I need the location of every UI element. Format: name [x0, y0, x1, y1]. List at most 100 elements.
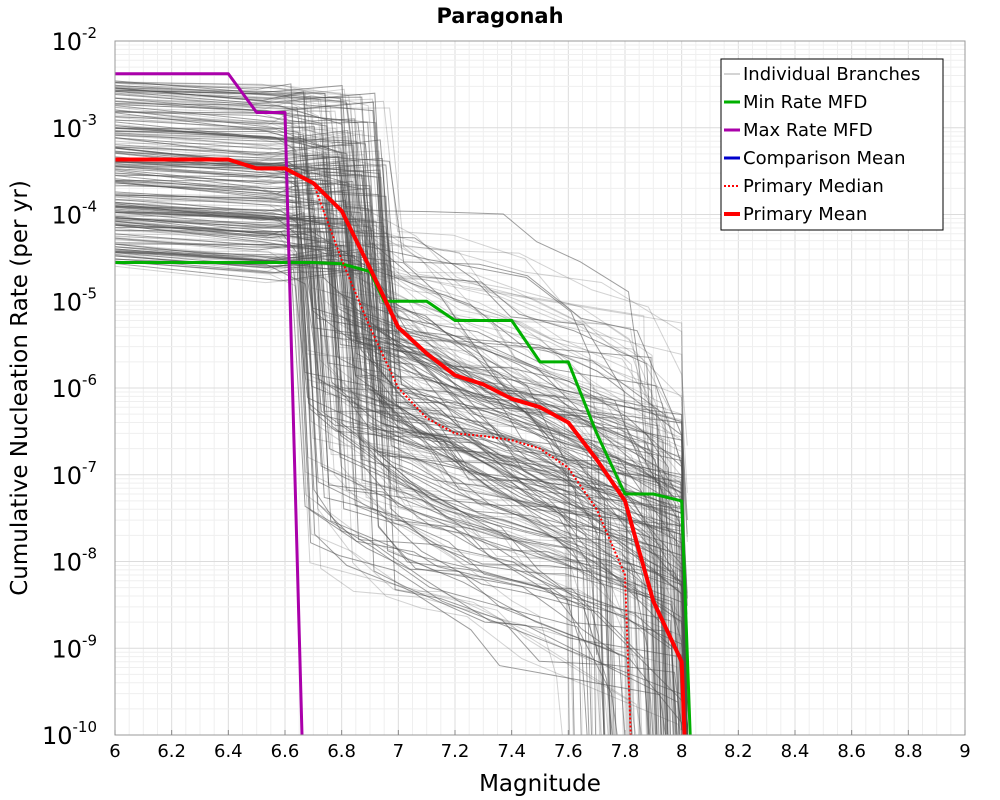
- branch-line: [115, 84, 688, 735]
- y-axis: 10-2 10-3 10-4 10-5 10-6 10-7 10-8 10-9 10-10: [42, 24, 97, 750]
- branch-line: [115, 237, 688, 735]
- y-tick-label: 10-8: [51, 545, 97, 577]
- branch-line: [115, 82, 688, 735]
- branch-line: [115, 97, 688, 542]
- branch-line: [115, 90, 669, 571]
- x-tick-label: 7.2: [441, 741, 470, 762]
- branch-line: [115, 239, 636, 735]
- branch-line: [115, 233, 602, 735]
- series-max-rate-mfd: [115, 72, 304, 735]
- branch-line: [115, 166, 658, 735]
- branch-line: [115, 147, 687, 735]
- branch-line: [115, 81, 676, 735]
- x-tick-label: 8.4: [781, 741, 810, 762]
- x-tick-label: 6.8: [327, 741, 356, 762]
- branch-line: [115, 87, 666, 735]
- branch-line: [115, 262, 688, 651]
- branch-line: [115, 209, 574, 735]
- branch-line: [115, 162, 677, 735]
- branch-line: [115, 97, 638, 440]
- branch-line: [115, 224, 688, 735]
- branch-line: [115, 179, 664, 735]
- y-tick-label: 10-7: [51, 458, 97, 490]
- branch-line: [115, 220, 669, 722]
- branch-line: [115, 91, 612, 735]
- x-axis: 6 6.2 6.4 6.6 6.8 7 7.2 7.4 7.6 7.8 8 8.2 8.4 8.6 8.8 9: [109, 730, 971, 762]
- y-tick-label: 10-10: [42, 718, 97, 750]
- x-tick-label: 8.6: [837, 741, 866, 762]
- branch-line: [115, 229, 666, 735]
- branch-line: [115, 81, 688, 493]
- branch-line: [115, 87, 688, 735]
- branch-line: [115, 130, 665, 735]
- branch-line: [115, 206, 688, 735]
- branch-line: [115, 202, 688, 735]
- x-tick-label: 8.8: [894, 741, 923, 762]
- branch-line: [115, 230, 688, 735]
- y-tick-label: 10-5: [51, 284, 97, 316]
- series-min-rate-mfd: [115, 261, 692, 735]
- branch-line: [115, 200, 688, 594]
- branch-line: [115, 111, 605, 735]
- legend-box: [720, 58, 944, 231]
- branch-line: [115, 140, 681, 735]
- x-tick-label: 6.6: [271, 741, 300, 762]
- branch-line: [115, 115, 654, 735]
- branch-line: [115, 137, 602, 735]
- branch-line: [115, 253, 563, 735]
- branch-line: [115, 123, 674, 735]
- branch-line: [115, 100, 600, 735]
- branch-line: [115, 224, 611, 735]
- branch-line: [115, 196, 609, 735]
- x-tick-label: 6: [109, 741, 120, 762]
- branch-line: [115, 116, 669, 735]
- branch-line: [115, 121, 688, 735]
- legend-label: Individual Branches: [743, 64, 920, 85]
- legend-label: Min Rate MFD: [743, 92, 867, 113]
- branch-line: [115, 260, 688, 735]
- branch-line: [115, 172, 685, 735]
- branch-line: [115, 157, 688, 735]
- x-tick-label: 8.2: [724, 741, 753, 762]
- branch-line: [115, 161, 688, 735]
- branch-line: [115, 248, 613, 735]
- branch-line: [115, 159, 688, 735]
- branch-line: [115, 132, 657, 735]
- y-axis-label: Cumulative Nucleation Rate (per yr): [7, 180, 33, 596]
- branch-line: [115, 88, 688, 446]
- y-tick-label: 10-6: [51, 371, 97, 403]
- branch-line: [115, 134, 570, 735]
- branch-line: [115, 137, 669, 735]
- branch-line: [115, 180, 651, 735]
- branch-line: [115, 161, 688, 735]
- branch-line: [115, 132, 688, 735]
- y-tick-label: 10-9: [51, 631, 97, 663]
- series-primary-mean: [115, 157, 687, 735]
- legend-label: Primary Median: [743, 176, 884, 197]
- y-tick-label: 10-3: [51, 111, 97, 143]
- branch-line: [115, 210, 669, 735]
- x-tick-label: 7.6: [554, 741, 583, 762]
- branch-line: [115, 85, 668, 735]
- legend-label: Max Rate MFD: [743, 120, 873, 141]
- branch-line: [115, 243, 688, 735]
- x-axis-label: Magnitude: [479, 771, 601, 797]
- branch-line: [115, 125, 682, 735]
- x-tick-label: 7.4: [497, 741, 526, 762]
- branch-line: [115, 179, 688, 735]
- branch-line: [115, 131, 688, 735]
- branch-line: [115, 89, 647, 463]
- branch-line: [115, 173, 688, 735]
- branch-line: [115, 250, 657, 735]
- y-tick-label: 10-2: [51, 24, 97, 56]
- branch-line: [115, 194, 633, 735]
- x-tick-label: 7.8: [611, 741, 640, 762]
- branch-line: [115, 116, 664, 735]
- branch-line: [115, 211, 688, 735]
- branch-line: [115, 97, 688, 735]
- x-tick-label: 6.2: [157, 741, 186, 762]
- branch-line: [115, 162, 688, 735]
- x-tick-label: 9: [959, 741, 970, 762]
- branch-line: [115, 101, 688, 735]
- branch-line: [115, 150, 688, 599]
